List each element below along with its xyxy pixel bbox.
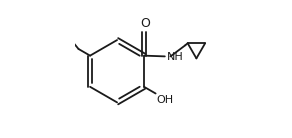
Text: O: O [140,17,150,30]
Text: OH: OH [156,95,173,105]
Text: NH: NH [167,52,183,62]
